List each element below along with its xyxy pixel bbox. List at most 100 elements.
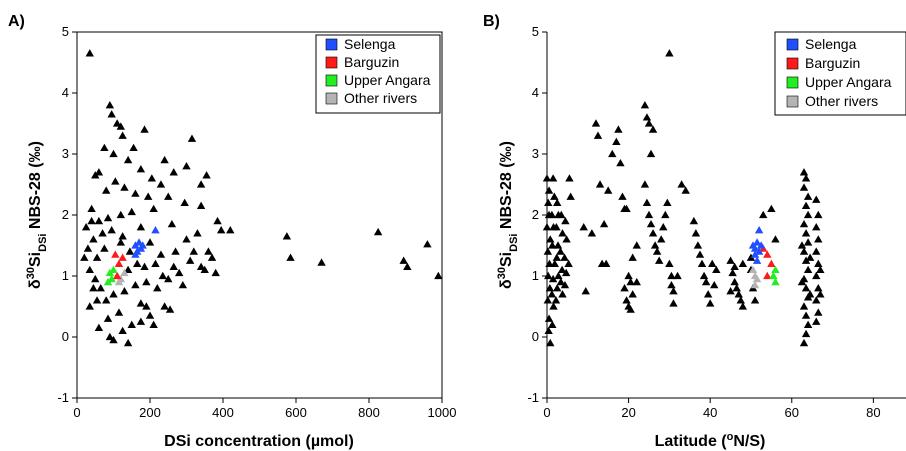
data-point xyxy=(156,180,166,188)
data-point xyxy=(601,259,611,267)
data-point-selenga xyxy=(752,238,762,246)
panel-b-legend: Selenga Barguzin Upper Angara Other rivers xyxy=(774,31,906,116)
y-tick-label: 0 xyxy=(62,329,69,344)
data-point xyxy=(626,305,635,313)
data-point xyxy=(103,213,113,222)
data-point xyxy=(565,174,574,182)
data-point xyxy=(642,198,652,206)
data-point xyxy=(632,241,641,249)
data-point xyxy=(803,265,813,274)
y-tick-label: 3 xyxy=(532,146,539,161)
data-point xyxy=(127,207,136,216)
data-point xyxy=(153,284,162,292)
data-point xyxy=(118,326,127,335)
data-point xyxy=(812,223,821,231)
y-tick-label: 5 xyxy=(532,24,539,39)
data-point xyxy=(85,49,94,57)
data-point xyxy=(546,235,555,243)
data-point xyxy=(102,186,111,194)
data-point xyxy=(814,210,823,219)
data-point-barguzin xyxy=(763,271,772,280)
data-point-upper-angara xyxy=(109,265,118,274)
panel-b-label: B) xyxy=(483,13,500,30)
data-point xyxy=(96,284,105,292)
x-tick-label: 60 xyxy=(785,405,799,420)
data-point-upper-angara xyxy=(107,274,116,283)
data-point xyxy=(801,311,811,319)
data-point xyxy=(196,262,206,270)
y-tick-label: 1 xyxy=(532,268,539,283)
data-point xyxy=(107,110,116,118)
data-point xyxy=(114,308,124,316)
data-point-barguzin xyxy=(767,259,776,267)
data-point-other-rivers xyxy=(120,268,129,277)
x-tick-label: 40 xyxy=(703,405,717,420)
data-point xyxy=(726,256,735,264)
data-point xyxy=(164,274,173,283)
data-point xyxy=(801,284,811,292)
data-point xyxy=(552,253,561,261)
data-point xyxy=(608,149,617,158)
data-point xyxy=(632,277,641,286)
data-point xyxy=(557,210,566,219)
data-point xyxy=(561,268,571,277)
data-point xyxy=(83,244,93,252)
data-point xyxy=(805,290,815,298)
data-point xyxy=(801,201,811,209)
data-point xyxy=(118,232,127,240)
data-point xyxy=(654,256,664,264)
data-point-selenga xyxy=(754,226,764,234)
data-point xyxy=(286,253,295,261)
data-point xyxy=(196,201,206,209)
data-point xyxy=(98,229,107,237)
data-point xyxy=(107,226,116,234)
y-tick-label: 0 xyxy=(532,329,539,344)
data-point xyxy=(673,271,682,280)
data-point xyxy=(169,168,178,176)
data-point xyxy=(812,296,821,304)
data-point xyxy=(622,296,631,304)
data-point xyxy=(599,219,609,228)
data-point xyxy=(693,241,703,249)
data-point xyxy=(131,189,140,197)
data-point xyxy=(549,302,558,310)
data-point xyxy=(543,296,553,304)
data-point-selenga xyxy=(750,250,760,258)
y-tick-label: -1 xyxy=(57,390,69,405)
data-point xyxy=(677,180,686,188)
data-point xyxy=(799,183,809,191)
data-point xyxy=(553,241,563,249)
data-point xyxy=(158,271,167,280)
data-point xyxy=(628,290,637,298)
data-point xyxy=(204,247,213,255)
data-point xyxy=(593,131,603,139)
data-point-upper-angara xyxy=(769,271,778,280)
data-point xyxy=(548,174,558,182)
legend-entry-label: Other rivers xyxy=(805,93,878,109)
data-point xyxy=(616,158,625,167)
data-point xyxy=(695,250,705,258)
panel-b-points xyxy=(542,49,825,347)
data-point-selenga xyxy=(752,256,762,264)
data-point xyxy=(544,326,553,335)
y-tick-label: 2 xyxy=(532,207,539,222)
data-point xyxy=(805,253,815,261)
x-tick-label: 800 xyxy=(358,405,380,420)
legend-entry-label: Upper Angara xyxy=(805,74,892,90)
data-point xyxy=(669,299,678,307)
data-point-upper-angara xyxy=(771,265,780,274)
data-point xyxy=(705,299,715,307)
data-point xyxy=(136,223,146,231)
data-point xyxy=(730,262,739,270)
data-point xyxy=(644,210,654,219)
data-point xyxy=(149,320,158,328)
data-point xyxy=(100,244,109,252)
data-point xyxy=(767,204,776,213)
data-point xyxy=(145,311,155,319)
data-point xyxy=(111,177,120,185)
data-point xyxy=(127,320,136,328)
data-point xyxy=(799,219,809,228)
data-point xyxy=(136,165,146,173)
data-point xyxy=(164,192,173,200)
data-point xyxy=(558,229,567,237)
